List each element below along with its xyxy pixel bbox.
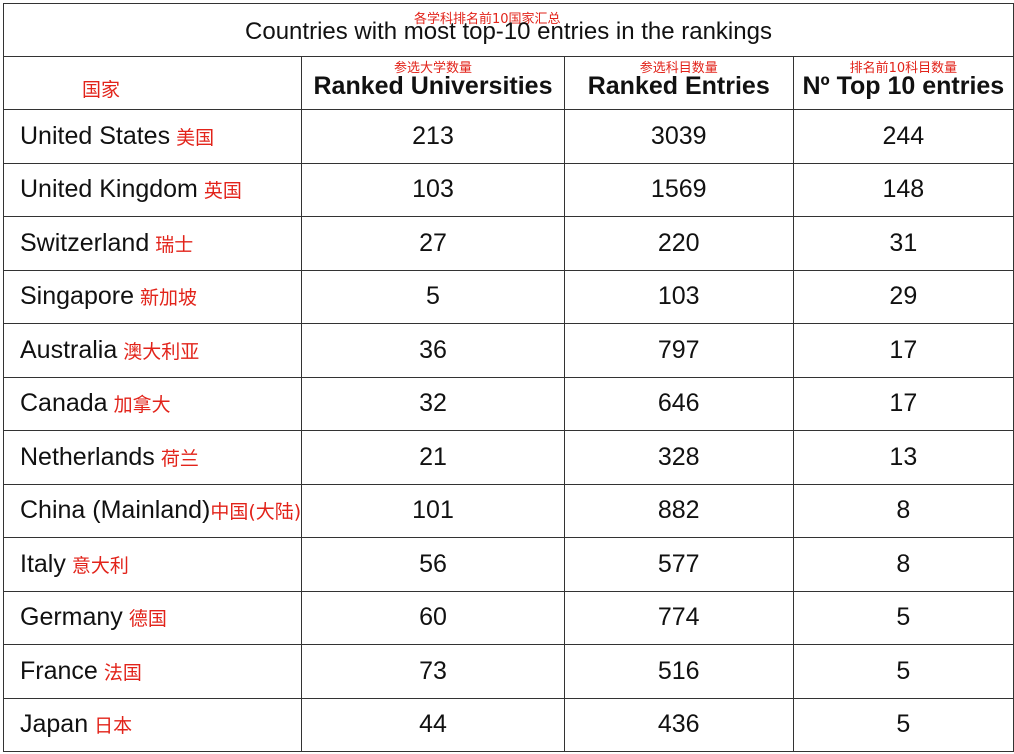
country-name: Switzerland xyxy=(20,228,150,257)
country-cell: Japan 日本 xyxy=(2,697,303,752)
universities-cell: 73 xyxy=(301,644,565,699)
table-row: Germany 德国 60 774 5 xyxy=(2,590,1014,645)
column-annotation-top10: 排名前10科目数量 xyxy=(849,61,958,76)
column-label-top10: Nº Top 10 entries xyxy=(802,72,1005,100)
top10-cell: 5 xyxy=(792,644,1014,699)
top10-cell: 5 xyxy=(792,697,1014,752)
column-header-country: 国家 xyxy=(2,56,303,110)
universities-cell: 44 xyxy=(301,697,565,752)
universities-cell: 27 xyxy=(301,216,565,271)
entries-cell: 774 xyxy=(563,590,794,645)
country-name: France xyxy=(20,656,98,685)
top10-cell: 17 xyxy=(792,376,1014,431)
table-row: Australia 澳大利亚 36 797 17 xyxy=(2,323,1014,378)
country-cell: United States 美国 xyxy=(2,109,303,164)
column-label-universities: Ranked Universities xyxy=(313,72,553,100)
country-annotation: 英国 xyxy=(203,180,242,203)
title-annotation: 各学科排名前10国家汇总 xyxy=(414,12,561,27)
table-row: France 法国 73 516 5 xyxy=(2,644,1014,699)
universities-cell: 32 xyxy=(301,376,565,431)
column-annotation-country: 国家 xyxy=(82,79,121,101)
country-annotation: 日本 xyxy=(94,715,133,738)
entries-cell: 328 xyxy=(563,430,794,485)
table-title: Countries with most top-10 entries in th… xyxy=(245,18,772,45)
column-annotation-entries: 参选科目数量 xyxy=(639,61,718,76)
country-annotation: 德国 xyxy=(128,608,167,631)
country-annotation: 中国(大陆) xyxy=(210,501,302,524)
universities-cell: 56 xyxy=(301,537,565,592)
entries-cell: 1569 xyxy=(563,162,794,217)
country-annotation: 美国 xyxy=(176,126,215,149)
table-row: Netherlands 荷兰 21 328 13 xyxy=(2,430,1014,485)
country-annotation: 荷兰 xyxy=(160,447,199,470)
country-cell: Netherlands 荷兰 xyxy=(2,430,303,485)
table-row: Singapore 新加坡 5 103 29 xyxy=(2,269,1014,324)
table-row: United States 美国 213 3039 244 xyxy=(2,109,1014,164)
entries-cell: 516 xyxy=(563,644,794,699)
country-name: Canada xyxy=(20,389,108,418)
country-name: Italy xyxy=(20,549,66,578)
table-row: China (Mainland)中国(大陆) 101 882 8 xyxy=(2,483,1014,538)
universities-cell: 101 xyxy=(301,483,565,538)
entries-cell: 220 xyxy=(563,216,794,271)
country-cell: Germany 德国 xyxy=(2,590,303,645)
country-annotation: 新加坡 xyxy=(139,287,197,310)
top10-cell: 29 xyxy=(792,269,1014,324)
country-name: Australia xyxy=(20,335,118,364)
table-row: Switzerland 瑞士 27 220 31 xyxy=(2,216,1014,271)
country-name: China (Mainland) xyxy=(20,496,211,525)
table-row: United Kingdom 英国 103 1569 148 xyxy=(2,162,1014,217)
country-cell: Singapore 新加坡 xyxy=(2,269,303,324)
country-annotation: 法国 xyxy=(103,661,142,684)
table-row: Italy 意大利 56 577 8 xyxy=(2,537,1014,592)
universities-cell: 60 xyxy=(301,590,565,645)
universities-cell: 213 xyxy=(301,109,565,164)
country-name: Netherlands xyxy=(20,442,155,471)
entries-cell: 103 xyxy=(563,269,794,324)
country-name: United States xyxy=(20,121,171,150)
universities-cell: 36 xyxy=(301,323,565,378)
entries-cell: 797 xyxy=(563,323,794,378)
top10-cell: 244 xyxy=(792,109,1014,164)
country-annotation: 加拿大 xyxy=(113,394,171,417)
top10-cell: 13 xyxy=(792,430,1014,485)
column-header-entries: 参选科目数量 Ranked Entries xyxy=(563,56,794,110)
column-header-universities: 参选大学数量 Ranked Universities xyxy=(301,56,565,110)
top10-cell: 31 xyxy=(792,216,1014,271)
country-cell: United Kingdom 英国 xyxy=(2,162,303,217)
country-name: Singapore xyxy=(20,282,134,311)
country-cell: Switzerland 瑞士 xyxy=(2,216,303,271)
country-annotation: 瑞士 xyxy=(155,233,194,256)
country-annotation: 澳大利亚 xyxy=(123,340,200,363)
country-cell: Italy 意大利 xyxy=(2,537,303,592)
column-label-entries: Ranked Entries xyxy=(587,72,770,100)
entries-cell: 882 xyxy=(563,483,794,538)
country-name: Japan xyxy=(20,710,89,739)
top10-cell: 5 xyxy=(792,590,1014,645)
top10-cell: 8 xyxy=(792,483,1014,538)
entries-cell: 646 xyxy=(563,376,794,431)
country-cell: France 法国 xyxy=(2,644,303,699)
universities-cell: 103 xyxy=(301,162,565,217)
universities-cell: 5 xyxy=(301,269,565,324)
country-cell: Canada 加拿大 xyxy=(2,376,303,431)
entries-cell: 577 xyxy=(563,537,794,592)
top10-cell: 8 xyxy=(792,537,1014,592)
table-row: Japan 日本 44 436 5 xyxy=(2,697,1014,752)
rankings-table: 各学科排名前10国家汇总 Countries with most top-10 … xyxy=(2,3,1014,752)
country-cell: Australia 澳大利亚 xyxy=(2,323,303,378)
country-name: United Kingdom xyxy=(20,175,198,204)
column-annotation-universities: 参选大学数量 xyxy=(393,61,472,76)
country-cell: China (Mainland)中国(大陆) xyxy=(2,483,303,538)
table-row: Canada 加拿大 32 646 17 xyxy=(2,376,1014,431)
universities-cell: 21 xyxy=(301,430,565,485)
entries-cell: 3039 xyxy=(563,109,794,164)
top10-cell: 148 xyxy=(792,162,1014,217)
entries-cell: 436 xyxy=(563,697,794,752)
table-title-cell: 各学科排名前10国家汇总 Countries with most top-10 … xyxy=(3,3,1014,57)
column-header-top10: 排名前10科目数量 Nº Top 10 entries xyxy=(792,56,1014,110)
top10-cell: 17 xyxy=(792,323,1014,378)
country-annotation: 意大利 xyxy=(71,554,129,577)
country-name: Germany xyxy=(20,603,123,632)
